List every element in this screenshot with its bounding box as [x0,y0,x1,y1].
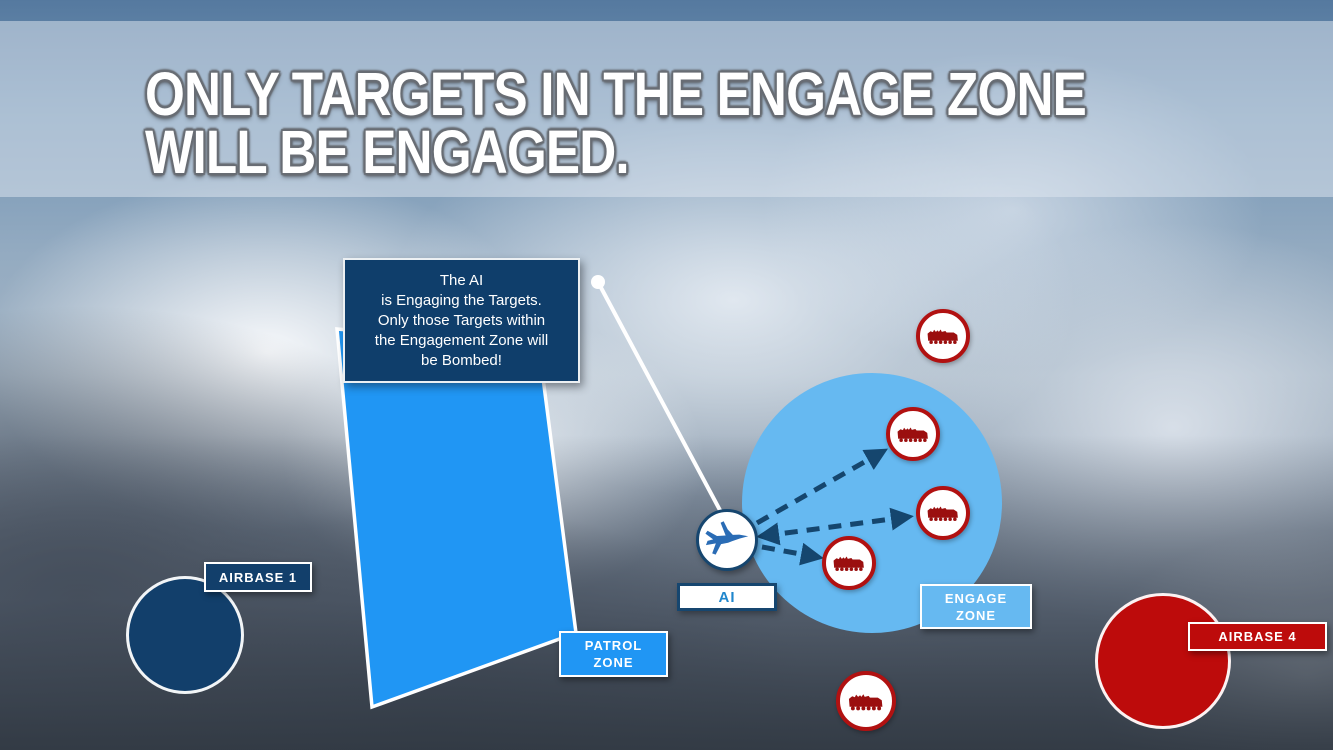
airbase-1-label-text: AIRBASE 1 [218,569,298,585]
engage-zone-label-line2: ZONE [955,607,997,623]
target-outside-bottom [836,671,896,731]
title-banner: ONLY TARGETS IN THE ENGAGE ZONE WILL BE … [0,21,1333,197]
callout-line: the Engagement Zone will [374,331,549,349]
ai-unit-marker [696,509,758,571]
ai-label: AI [677,583,777,611]
armored-vehicle-icon [894,422,932,446]
callout-line: Only those Targets within [377,311,546,329]
target-in-zone-middle [916,486,970,540]
callout-line: be Bombed! [421,351,502,369]
slide-title-line2: WILL BE ENGAGED. [145,118,630,186]
engage-zone-label-line1: ENGAGE [944,590,1008,606]
airbase-1-label: AIRBASE 1 [204,562,312,592]
callout-connector-dot [591,275,605,289]
target-in-zone-top [886,407,940,461]
armored-vehicle-icon [924,501,962,525]
patrol-zone-label-line2: ZONE [593,655,634,670]
callout-line: is Engaging the Targets. [381,291,542,309]
target-in-zone-bottom [822,536,876,590]
engage-arrow-middle-target [756,507,914,546]
engage-arrow-bottom-target [761,542,824,566]
patrol-zone-label-line1: PATROL [584,638,643,653]
callout-line: The AI [439,271,484,289]
target-outside-top [916,309,970,363]
patrol-zone-shape [335,327,578,710]
slide-title-line1: ONLY TARGETS IN THE ENGAGE ZONE [145,60,1087,128]
ai-label-text: AI [718,588,736,606]
armored-vehicle-icon [830,551,868,575]
airbase-1-circle [126,576,244,694]
airbase-4-label: AIRBASE 4 [1188,622,1327,651]
armored-vehicle-icon [924,324,962,348]
callout-connector-line [596,281,724,515]
callout-box: The AI is Engaging the Targets. Only tho… [343,258,580,383]
airbase-4-circle [1095,593,1231,729]
slide-title: ONLY TARGETS IN THE ENGAGE ZONE WILL BE … [145,60,1087,186]
fighter-jet-icon [704,517,750,563]
patrol-zone-label: PATROL ZONE [559,631,668,677]
armored-vehicle-icon [845,688,887,715]
airbase-4-label-text: AIRBASE 4 [1218,629,1297,644]
engage-zone-label: ENGAGE ZONE [920,584,1032,629]
